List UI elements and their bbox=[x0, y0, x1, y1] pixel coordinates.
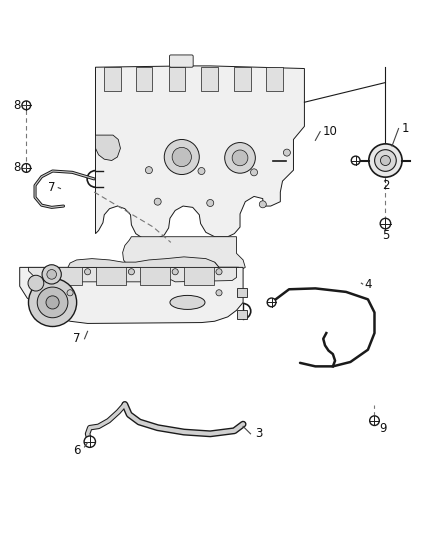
Bar bbox=[184, 268, 214, 285]
Circle shape bbox=[374, 150, 396, 171]
Circle shape bbox=[128, 269, 134, 275]
Circle shape bbox=[42, 265, 61, 284]
Circle shape bbox=[172, 147, 191, 167]
Bar bbox=[53, 268, 82, 285]
Polygon shape bbox=[68, 257, 219, 268]
Circle shape bbox=[46, 296, 59, 309]
Circle shape bbox=[259, 201, 266, 208]
Circle shape bbox=[381, 156, 390, 166]
FancyBboxPatch shape bbox=[170, 55, 193, 67]
Circle shape bbox=[154, 198, 161, 205]
Polygon shape bbox=[28, 268, 237, 282]
Text: 2: 2 bbox=[381, 179, 389, 192]
Bar bbox=[104, 67, 121, 91]
Bar bbox=[169, 67, 185, 91]
Polygon shape bbox=[131, 268, 240, 302]
Circle shape bbox=[145, 167, 152, 174]
Circle shape bbox=[225, 142, 255, 173]
Circle shape bbox=[198, 167, 205, 174]
Circle shape bbox=[47, 270, 57, 279]
Circle shape bbox=[22, 101, 31, 110]
Circle shape bbox=[380, 219, 391, 229]
Text: 9: 9 bbox=[379, 422, 387, 435]
Circle shape bbox=[370, 416, 379, 425]
Circle shape bbox=[232, 150, 248, 166]
Circle shape bbox=[22, 164, 31, 172]
Text: 1: 1 bbox=[401, 122, 409, 135]
Bar bbox=[266, 67, 283, 91]
Circle shape bbox=[283, 149, 290, 156]
Text: 10: 10 bbox=[322, 125, 337, 138]
Text: 3: 3 bbox=[255, 427, 262, 440]
Bar bbox=[96, 268, 126, 285]
Polygon shape bbox=[123, 237, 245, 275]
Bar bbox=[234, 67, 251, 91]
Polygon shape bbox=[95, 135, 120, 160]
Bar bbox=[140, 268, 170, 285]
Circle shape bbox=[37, 287, 68, 318]
Text: 7: 7 bbox=[48, 181, 56, 194]
Circle shape bbox=[369, 144, 402, 177]
Text: 8: 8 bbox=[13, 99, 20, 112]
Bar bbox=[201, 67, 218, 91]
Circle shape bbox=[216, 269, 222, 275]
Circle shape bbox=[351, 156, 360, 165]
Bar bbox=[237, 288, 247, 297]
Circle shape bbox=[172, 269, 178, 275]
Text: 7: 7 bbox=[73, 332, 81, 345]
Circle shape bbox=[84, 436, 95, 447]
Circle shape bbox=[28, 275, 44, 291]
Text: 8: 8 bbox=[13, 161, 20, 174]
Polygon shape bbox=[20, 268, 243, 324]
Circle shape bbox=[207, 199, 214, 206]
Text: 5: 5 bbox=[382, 229, 389, 243]
Circle shape bbox=[67, 290, 73, 296]
Circle shape bbox=[28, 278, 77, 327]
Circle shape bbox=[164, 140, 199, 174]
Text: 4: 4 bbox=[364, 278, 372, 290]
Circle shape bbox=[251, 169, 258, 176]
Bar bbox=[237, 310, 247, 319]
Circle shape bbox=[267, 298, 276, 307]
Polygon shape bbox=[95, 66, 304, 239]
Circle shape bbox=[216, 290, 222, 296]
Circle shape bbox=[85, 269, 91, 275]
Bar bbox=[136, 67, 152, 91]
Text: 6: 6 bbox=[73, 444, 81, 457]
Ellipse shape bbox=[170, 295, 205, 310]
